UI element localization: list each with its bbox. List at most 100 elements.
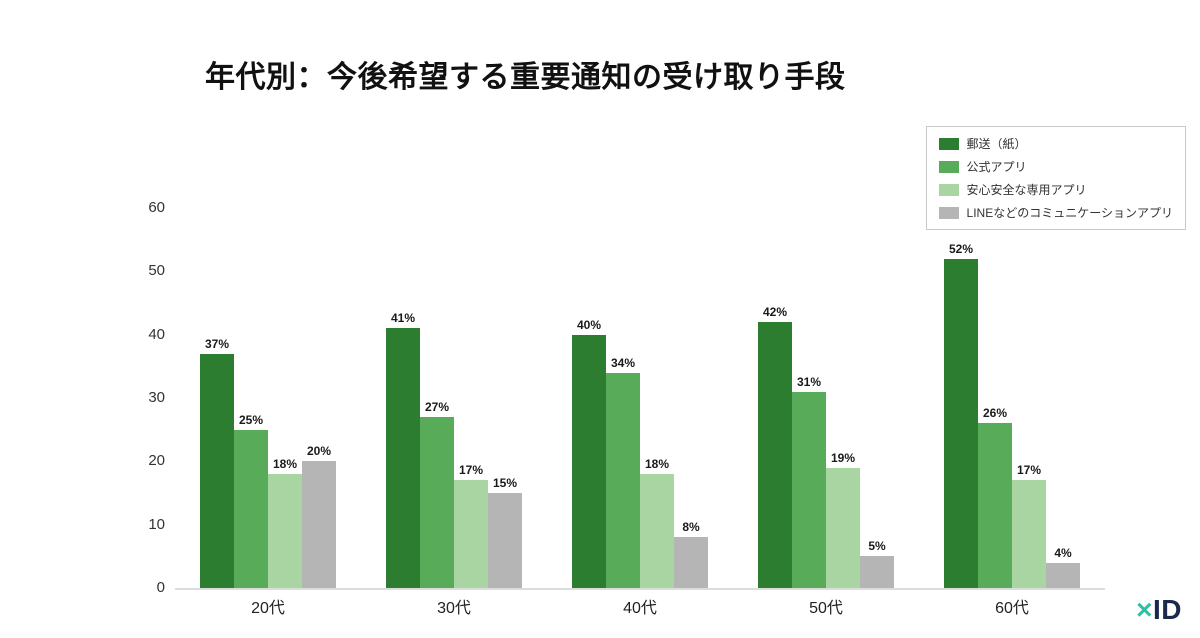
bar-slot: 8% bbox=[674, 520, 708, 588]
legend-color-swatch bbox=[938, 183, 959, 196]
bar-series-2-20代 bbox=[268, 474, 302, 588]
bar-series-2-30代 bbox=[454, 480, 488, 588]
bar-series-3-50代 bbox=[860, 556, 894, 588]
x-axis-category-label: 40代 bbox=[623, 600, 657, 617]
x-axis-category-label: 30代 bbox=[437, 600, 471, 617]
bar-value-label: 18% bbox=[272, 457, 298, 471]
chart-title: 年代別：今後希望する重要通知の受け取り手段 bbox=[205, 61, 846, 94]
bar-value-label: 40% bbox=[576, 317, 602, 332]
legend-color-swatch bbox=[938, 206, 959, 219]
bar-series-3-30代 bbox=[488, 493, 522, 588]
bar-series-0-60代 bbox=[944, 258, 978, 588]
bar-series-1-30代 bbox=[420, 417, 454, 588]
y-axis-tick-label: 20 bbox=[148, 452, 165, 470]
legend-item-label: 公式アプリ bbox=[966, 160, 1027, 174]
bar-series-1-20代 bbox=[234, 429, 268, 588]
bar-series-0-50代 bbox=[758, 322, 792, 588]
bar-cluster: 42% 31% 19% 5% bbox=[758, 305, 894, 588]
bar-value-label: 4% bbox=[1054, 545, 1072, 560]
bar-series-2-50代 bbox=[826, 467, 860, 588]
x-axis-category-label: 60代 bbox=[995, 600, 1029, 617]
legend-item: 安心安全な専用アプリ bbox=[938, 181, 1173, 198]
y-axis-tick-label: 60 bbox=[148, 199, 165, 216]
legend-item-label: 安心安全な専用アプリ bbox=[966, 183, 1087, 197]
bar-slot: 5% bbox=[860, 539, 894, 588]
bar-slot: 42% bbox=[758, 305, 792, 588]
bar-slot: 41% bbox=[386, 311, 420, 588]
legend-item-label: LINEなどのコミュニケーションアプリ bbox=[966, 206, 1173, 220]
legend-item: 公式アプリ bbox=[938, 158, 1173, 175]
xid-logo: ×ID bbox=[1136, 594, 1182, 626]
bar-cluster: 41% 27% 17% 15% bbox=[386, 311, 522, 588]
bar-value-label: 8% bbox=[682, 520, 700, 535]
bar-slot: 27% bbox=[420, 400, 454, 588]
y-axis-tick-label: 0 bbox=[156, 579, 165, 596]
legend-item: 郵送（紙） bbox=[938, 135, 1173, 152]
bar-group-40代: 40% 34% 18% 8% 40代 bbox=[572, 208, 708, 617]
bar-series-3-60代 bbox=[1046, 562, 1080, 588]
bar-slot: 25% bbox=[234, 413, 268, 588]
legend-color-swatch bbox=[938, 160, 959, 173]
bar-value-label: 18% bbox=[644, 457, 670, 471]
bar-value-label: 34% bbox=[610, 355, 636, 370]
bar-cluster: 40% 34% 18% 8% bbox=[572, 318, 708, 588]
bar-slot: 17% bbox=[454, 463, 488, 588]
bar-slot: 26% bbox=[978, 406, 1012, 588]
bar-value-label: 41% bbox=[390, 311, 416, 326]
bar-value-label: 25% bbox=[238, 412, 264, 427]
bar-value-label: 15% bbox=[492, 476, 518, 490]
bar-value-label: 52% bbox=[948, 241, 974, 256]
bar-slot: 17% bbox=[1012, 463, 1046, 588]
y-axis-tick-label: 40 bbox=[148, 325, 165, 343]
bar-series-2-40代 bbox=[640, 474, 674, 588]
legend: 郵送（紙） 公式アプリ安心安全な専用アプリ LINEなどのコミュニケーションアプリ bbox=[925, 126, 1186, 230]
bar-slot: 20% bbox=[302, 444, 336, 588]
y-axis: 0 10 20 30 40 50 60 bbox=[120, 200, 165, 596]
bar-group-30代: 41% 27% 17% 15% 30代 bbox=[386, 208, 522, 617]
bar-series-3-40代 bbox=[674, 537, 708, 588]
bar-chart-plot-area: 37% 25% 18% 20% 20代 41% 27% 17% 15% 30代 40% 34% 18% 8… bbox=[175, 208, 1105, 617]
bar-cluster: 37% 25% 18% 20% bbox=[200, 337, 336, 588]
bar-slot: 15% bbox=[488, 476, 522, 588]
bar-series-1-60代 bbox=[978, 423, 1012, 588]
bar-slot: 19% bbox=[826, 451, 860, 588]
bar-series-2-60代 bbox=[1012, 480, 1046, 588]
x-axis-category-label: 20代 bbox=[251, 600, 285, 617]
bar-group-20代: 37% 25% 18% 20% 20代 bbox=[200, 208, 336, 617]
x-axis-category-label: 50代 bbox=[809, 600, 843, 617]
bar-series-0-20代 bbox=[200, 353, 234, 588]
bar-value-label: 19% bbox=[830, 450, 856, 465]
bar-slot: 34% bbox=[606, 356, 640, 588]
bar-group-60代: 52% 26% 17% 4% 60代 bbox=[944, 208, 1080, 617]
legend-item: LINEなどのコミュニケーションアプリ bbox=[938, 204, 1173, 221]
bar-value-label: 26% bbox=[982, 406, 1008, 421]
bar-series-0-40代 bbox=[572, 334, 606, 588]
bar-slot: 18% bbox=[268, 457, 302, 588]
bar-value-label: 37% bbox=[204, 336, 230, 351]
bar-series-0-30代 bbox=[386, 328, 420, 588]
bar-slot: 31% bbox=[792, 375, 826, 588]
bar-value-label: 31% bbox=[796, 374, 822, 389]
bar-value-label: 17% bbox=[458, 463, 484, 478]
bar-series-1-50代 bbox=[792, 391, 826, 588]
bar-value-label: 42% bbox=[762, 305, 788, 319]
bar-value-label: 27% bbox=[424, 400, 450, 414]
y-axis-tick-label: 30 bbox=[148, 389, 165, 406]
bar-slot: 40% bbox=[572, 318, 606, 588]
legend-color-swatch bbox=[938, 137, 959, 150]
bar-value-label: 17% bbox=[1016, 463, 1042, 478]
bar-slot: 4% bbox=[1046, 546, 1080, 588]
y-axis-tick-label: 10 bbox=[148, 515, 165, 533]
y-axis-tick-label: 50 bbox=[148, 262, 165, 280]
legend-item-label: 郵送（紙） bbox=[966, 137, 1027, 151]
xid-logo-x-mark: × bbox=[1136, 594, 1153, 625]
bar-series-1-40代 bbox=[606, 372, 640, 588]
bar-cluster: 52% 26% 17% 4% bbox=[944, 242, 1080, 588]
bar-series-3-20代 bbox=[302, 461, 336, 588]
bar-slot: 52% bbox=[944, 242, 978, 588]
bar-slot: 18% bbox=[640, 457, 674, 588]
bar-value-label: 5% bbox=[868, 539, 886, 554]
bar-slot: 37% bbox=[200, 337, 234, 588]
bar-group-50代: 42% 31% 19% 5% 50代 bbox=[758, 208, 894, 617]
